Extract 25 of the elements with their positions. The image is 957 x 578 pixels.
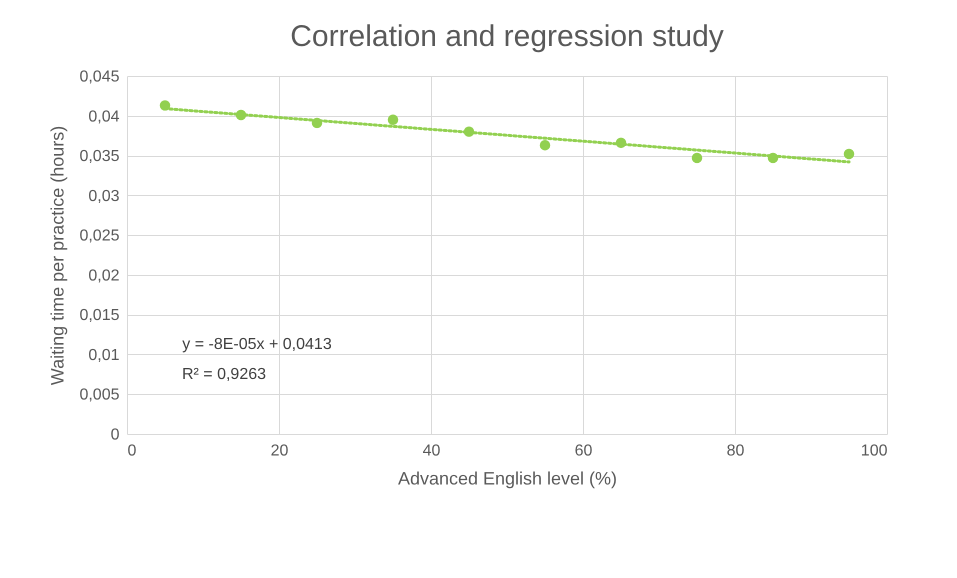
x-tick-label: 100 xyxy=(860,442,888,460)
x-tick-label: 20 xyxy=(270,442,288,460)
y-tick-label: 0,025 xyxy=(79,228,120,245)
y-tick-label: 0,035 xyxy=(79,148,120,166)
x-tick-label: 60 xyxy=(574,442,592,460)
y-tick-label: 0,005 xyxy=(79,386,120,404)
annotation: y = -8E-05x + 0,0413 xyxy=(182,336,332,353)
x-tick-label: 40 xyxy=(422,442,440,460)
chart-title: Correlation and regression study xyxy=(290,20,724,53)
y-tick-label: 0,01 xyxy=(88,346,120,364)
point xyxy=(540,140,550,150)
point xyxy=(388,114,398,125)
y-tick-label: 0,03 xyxy=(88,188,120,205)
x-tick-label: 80 xyxy=(726,442,744,460)
x-axis-title: Advanced English level (%) xyxy=(398,468,618,488)
point xyxy=(844,148,854,160)
y-tick-label: 0,02 xyxy=(88,267,120,284)
annotation: R² = 0,9263 xyxy=(182,366,266,383)
y-tick-label: 0,04 xyxy=(88,108,120,126)
y-axis-title: Waiting time per practice (hours) xyxy=(47,126,68,386)
y-tick-label: 0,015 xyxy=(79,307,120,324)
point xyxy=(692,152,702,164)
y-tick-label: 0 xyxy=(110,426,120,444)
x-tick-label: 0 xyxy=(128,442,136,460)
y-tick-label: 0,045 xyxy=(79,68,120,86)
